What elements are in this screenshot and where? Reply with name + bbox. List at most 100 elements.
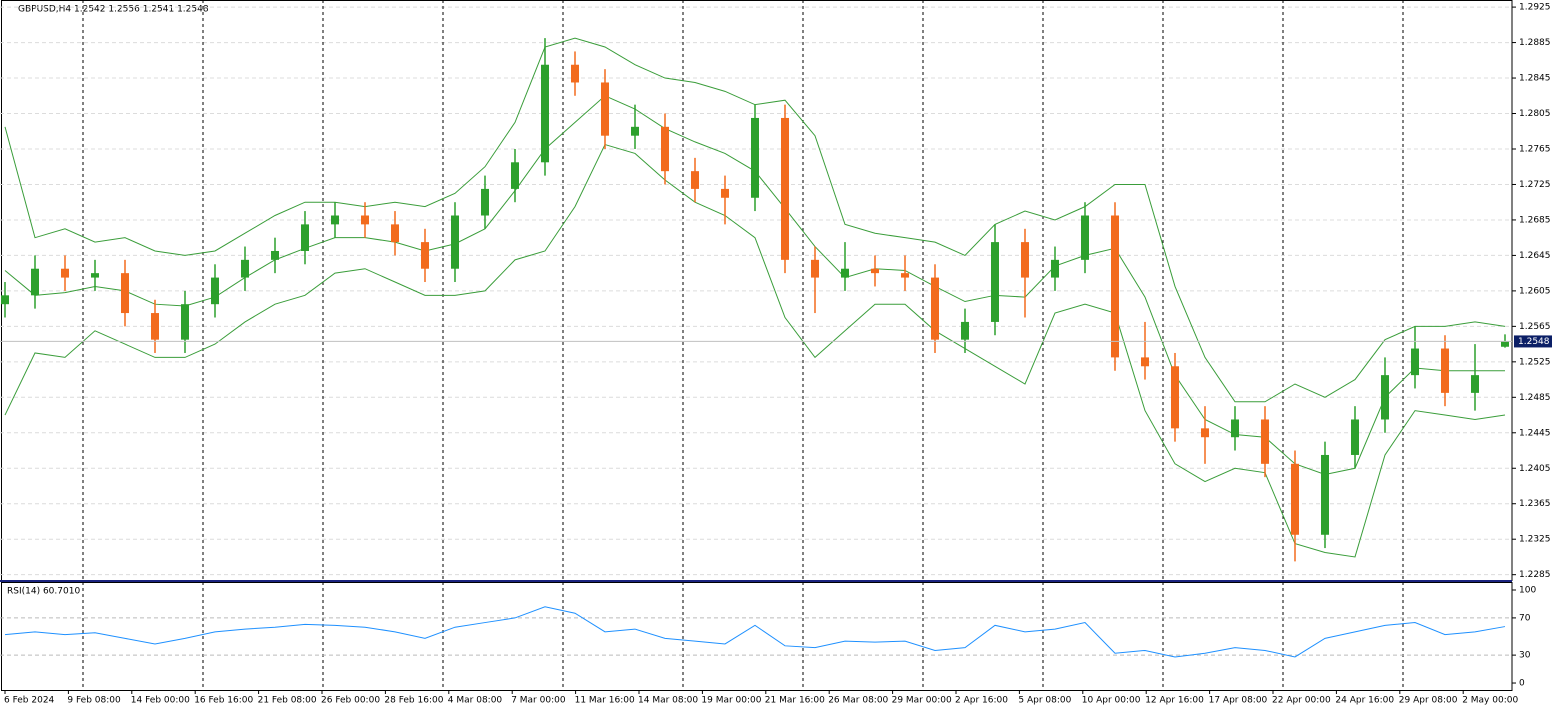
candle-body: [31, 268, 39, 296]
x-tick-label: 24 Apr 16:00: [1335, 696, 1394, 706]
panel-frame: [1, 582, 1513, 691]
x-tick-label: 7 Mar 00:00: [511, 696, 566, 706]
x-tick-label: 22 Apr 00:00: [1272, 696, 1331, 706]
candle-body: [1051, 259, 1059, 278]
y-tick-label: 1.2725: [1519, 180, 1551, 190]
candle-body: [691, 171, 699, 189]
candle-body: [271, 250, 279, 260]
y-tick-label: 1.2845: [1519, 74, 1551, 84]
y-tick-label: 1.2445: [1519, 428, 1551, 438]
candle-body: [721, 188, 729, 198]
x-tick-label: 12 Apr 16:00: [1145, 696, 1204, 706]
x-tick-label: 29 Apr 08:00: [1399, 696, 1458, 706]
x-tick-label: 14 Mar 08:00: [638, 696, 698, 706]
candle-body: [451, 215, 459, 269]
candle-body: [481, 188, 489, 216]
candle-body: [901, 273, 909, 278]
candle-body: [1321, 454, 1329, 535]
candle-body: [421, 242, 429, 269]
chart-title: GBPUSD,H4 1.2542 1.2556 1.2541 1.2548: [18, 5, 209, 15]
x-tick-label: 21 Mar 16:00: [765, 696, 825, 706]
x-tick-label: 26 Mar 08:00: [828, 696, 888, 706]
y-tick-label: 1.2685: [1519, 215, 1551, 225]
candle-body: [1291, 463, 1299, 535]
candle-body: [1471, 375, 1479, 393]
candle-body: [241, 259, 249, 278]
last-price-box: [1514, 335, 1552, 348]
candle-body: [871, 268, 879, 274]
y-tick-label: 1.2405: [1519, 464, 1551, 474]
rsi-line: [4, 606, 1506, 658]
y-tick-label: 1.2765: [1519, 144, 1551, 154]
x-tick-label: 17 Apr 08:00: [1209, 696, 1268, 706]
candle-body: [751, 117, 759, 198]
candle-body: [631, 126, 639, 136]
x-tick-label: 19 Mar 00:00: [701, 696, 761, 706]
candle-body: [121, 273, 129, 314]
x-tick-label: 11 Mar 16:00: [575, 696, 635, 706]
candle-body: [1261, 419, 1269, 464]
y-tick-label: 1.2525: [1519, 357, 1551, 367]
candle-body: [181, 304, 189, 340]
y-tick-label: 1.2485: [1519, 393, 1551, 403]
y-tick-label: 1.2925: [1519, 3, 1551, 13]
candle-body: [1411, 348, 1419, 376]
candle-body: [211, 277, 219, 305]
candle-body: [301, 224, 309, 251]
separator: [0, 580, 1512, 582]
candle-body: [1141, 357, 1149, 367]
candle-body: [1081, 215, 1089, 260]
candle-body: [1381, 375, 1389, 420]
candle-body: [1201, 428, 1209, 438]
candle-body: [1441, 348, 1449, 393]
candle-body: [391, 224, 399, 243]
candle-body: [601, 82, 609, 136]
y-tick-label: 1.2805: [1519, 109, 1551, 119]
candle-body: [61, 268, 69, 278]
candle-body: [91, 273, 99, 278]
x-tick-label: 9 Feb 08:00: [67, 696, 121, 706]
candle-body: [1021, 242, 1029, 278]
y-tick-label: 1.2285: [1519, 570, 1551, 580]
y-tick-label: 70: [1519, 613, 1531, 623]
x-tick-label: 28 Feb 16:00: [384, 696, 443, 706]
x-tick-label: 29 Mar 00:00: [892, 696, 952, 706]
candle-body: [151, 313, 159, 340]
candle-body: [811, 259, 819, 278]
candle-body: [571, 64, 579, 83]
x-tick-label: 14 Feb 00:00: [131, 696, 190, 706]
candle-body: [931, 277, 939, 340]
x-tick-label: 2 Apr 16:00: [955, 696, 1008, 706]
y-tick-label: 1.2325: [1519, 535, 1551, 545]
candle-body: [961, 321, 969, 340]
candle-body: [1, 295, 9, 305]
candle-body: [1231, 419, 1239, 438]
candle-body: [841, 268, 849, 278]
last-price-label: 1.2548: [1518, 337, 1550, 347]
candle-body: [331, 215, 339, 225]
y-tick-label: 30: [1519, 651, 1531, 661]
y-tick-label: 100: [1519, 586, 1536, 596]
bollinger-lower: [4, 143, 1506, 558]
candle-body: [991, 242, 999, 322]
x-tick-label: 5 Apr 08:00: [1018, 696, 1071, 706]
x-tick-label: 4 Mar 08:00: [448, 696, 503, 706]
candle-body: [541, 64, 549, 163]
y-tick-label: 1.2565: [1519, 322, 1551, 332]
candle-body: [1171, 366, 1179, 429]
candle-body: [1111, 215, 1119, 358]
x-tick-label: 6 Feb 2024: [4, 696, 55, 706]
candle-body: [1501, 341, 1509, 347]
rsi-title: RSI(14) 60.7010: [7, 587, 80, 597]
candle-body: [1351, 419, 1359, 455]
y-tick-label: 0: [1519, 679, 1525, 689]
x-tick-label: 16 Feb 16:00: [194, 696, 253, 706]
candle-body: [361, 215, 369, 225]
x-tick-label: 10 Apr 00:00: [1082, 696, 1141, 706]
y-tick-label: 1.2645: [1519, 251, 1551, 261]
y-tick-label: 1.2365: [1519, 499, 1551, 509]
x-tick-label: 26 Feb 00:00: [321, 696, 380, 706]
candle-body: [511, 162, 519, 189]
x-tick-label: 21 Feb 08:00: [258, 696, 317, 706]
